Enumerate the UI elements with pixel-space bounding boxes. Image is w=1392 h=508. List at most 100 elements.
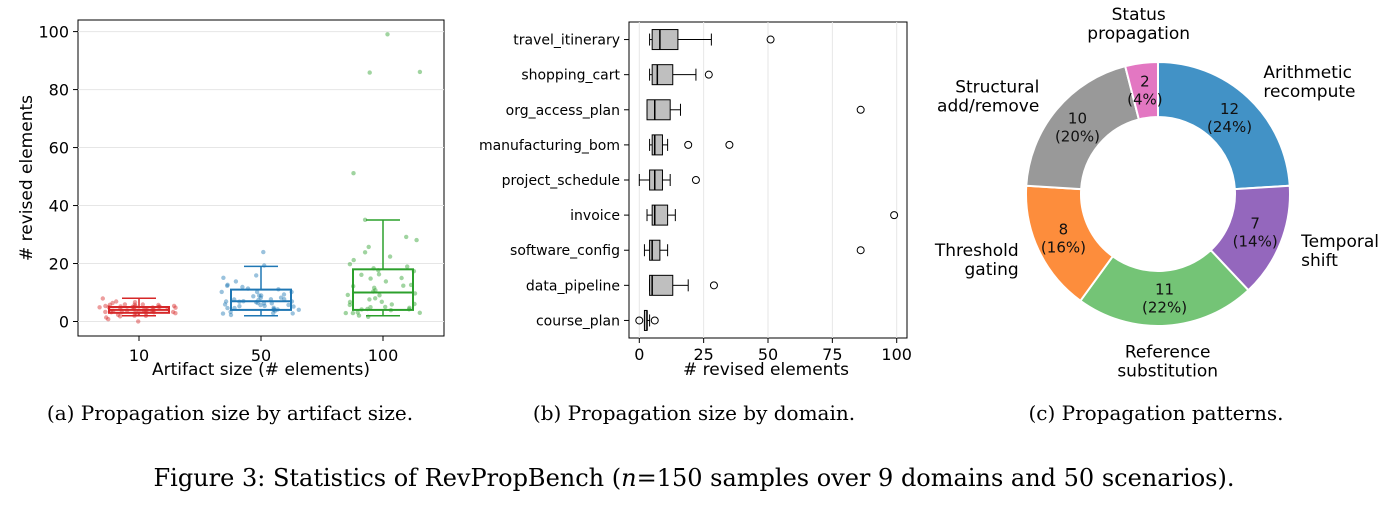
panel-c-slice-value: 2	[1140, 72, 1150, 90]
panel-b-box-manufacturing_bom	[649, 134, 734, 156]
panel-a-x-tick-label: 100	[368, 346, 399, 365]
panel-a-boxes	[108, 219, 414, 317]
panel-b: travel_itinerary shopping_cart org_access_…	[479, 21, 912, 425]
panel-a-point	[237, 304, 242, 309]
panel-c-caption: (c) Propagation patterns.	[1028, 401, 1283, 425]
panel-c-slice-label: recompute	[1263, 82, 1355, 102]
panel-b-box-rect	[651, 64, 674, 86]
panel-a-point	[373, 288, 378, 293]
panel-a-point	[114, 299, 119, 304]
panel-c-slice-label: gating	[964, 260, 1018, 280]
panel-b-outlier	[684, 140, 693, 149]
panel-a-point	[219, 289, 224, 295]
panel-a-x-ticks: 10 50 100	[129, 336, 398, 365]
panel-a-point	[347, 262, 353, 267]
panel-a-y-tick-label: 100	[38, 23, 69, 42]
panel-a-y-tick-label: 0	[59, 313, 69, 332]
panel-c-slice-label: add/remove	[937, 96, 1039, 116]
panel-a-point	[259, 293, 264, 298]
panel-a-point	[405, 264, 410, 269]
panel-c-slice-percent: (4%)	[1127, 90, 1163, 108]
panel-b-box-rect	[646, 99, 671, 121]
figure-caption-mid: domains and	[893, 464, 1063, 492]
panel-a-point	[228, 312, 234, 318]
panel-a-point	[347, 299, 353, 305]
panel-a-point	[417, 69, 423, 75]
panel-b-y-tick-label: shopping_cart	[521, 68, 620, 84]
panel-c-slice-label: Arithmetic	[1263, 63, 1352, 83]
panel-a-point	[278, 295, 284, 300]
panel-b-x-ticks: 0 25 50 75 100	[634, 338, 912, 364]
panel-b-caption: (b) Propagation size by domain.	[533, 401, 855, 425]
panel-a-point	[356, 313, 362, 318]
panel-a-point	[271, 310, 276, 316]
figure-caption-n: n	[621, 464, 636, 492]
figure-caption-fifty: 50	[1064, 464, 1095, 492]
panel-c-slice-percent: (14%)	[1233, 232, 1278, 250]
panel-c-slice-label: substitution	[1117, 362, 1218, 382]
panel-c-slice-label: Status	[1112, 5, 1166, 25]
panel-b-outlier	[635, 316, 644, 325]
panel-a-point	[387, 254, 393, 259]
panel-a-point	[286, 302, 291, 308]
panel-a-point	[97, 305, 102, 310]
panel-a-point	[366, 244, 371, 250]
panel-b-grid	[638, 22, 898, 338]
panel-a-point	[258, 302, 263, 308]
panel-a-point	[240, 284, 245, 290]
panel-a-point	[367, 70, 372, 75]
panel-b-box-data_pipeline	[649, 274, 718, 296]
panel-a-point	[351, 257, 356, 263]
panel-a-point	[173, 305, 178, 310]
panel-b-box-rect	[651, 204, 669, 226]
panel-c-slice-status-propagation	[1123, 60, 1159, 121]
panel-a-y-tick-label: 40	[49, 197, 69, 216]
panel-a-point	[225, 305, 230, 311]
panel-a-point	[271, 305, 276, 310]
panel-a-point	[385, 32, 390, 37]
panel-b-outlier	[650, 316, 659, 325]
panel-c-slice-value: 11	[1155, 280, 1174, 298]
panel-a-point	[251, 294, 256, 299]
panel-c-slice-value: 7	[1250, 214, 1260, 232]
panel-a-x-tick-label: 10	[129, 346, 149, 365]
panel-a-y-tick-label: 80	[49, 81, 69, 100]
panel-b-outlier	[709, 281, 718, 290]
panel-b-box-invoice	[646, 204, 899, 226]
panel-c-slices	[1025, 60, 1291, 327]
panel-a-y-tick-label: 60	[49, 139, 69, 158]
panel-a-point	[414, 237, 419, 243]
panel-a-point	[257, 293, 262, 298]
panel-a-point	[254, 289, 260, 295]
panel-b-y-tick-label: software_config	[510, 243, 620, 259]
panel-b-y-tick-label: course_plan	[536, 313, 620, 329]
panel-a-x-tick-label: 50	[251, 346, 271, 365]
panel-a-box-rect	[352, 268, 414, 311]
panel-b-y-tick-label: travel_itinerary	[513, 33, 620, 49]
panel-a-point	[225, 283, 230, 288]
panel-a-point	[351, 171, 356, 176]
panel-a-point	[122, 302, 128, 307]
panel-a-point	[355, 310, 360, 315]
figure-caption-prefix: Figure 3: Statistics of RevPropBench (	[154, 464, 622, 492]
panel-a-point	[173, 311, 178, 316]
panel-a-point	[383, 304, 388, 310]
panel-a-point	[362, 250, 368, 255]
panel-b-y-ticks: travel_itinerary shopping_cart org_access_…	[479, 33, 629, 329]
panel-a-point	[110, 300, 115, 306]
panel-a-point	[170, 309, 176, 315]
panel-a-y-label: # revised elements	[17, 95, 37, 261]
panel-a-point	[350, 310, 356, 316]
panel-c-slice-value: 8	[1059, 220, 1069, 238]
panel-b-y-tick-label: org_access_plan	[506, 103, 620, 119]
panel-a-point	[225, 282, 230, 287]
panel-a: 0 20 40 60 80 100 10 50 100 Artifact size (# el…	[17, 19, 445, 425]
panel-c-slice-value: 12	[1220, 100, 1239, 118]
panel-a-x-label: Artifact size (# elements)	[152, 360, 370, 380]
panel-b-outlier	[704, 70, 713, 79]
panel-a-point	[377, 293, 382, 298]
panel-b-box-software_config	[643, 239, 865, 261]
panel-c-slice-label: shift	[1301, 251, 1338, 271]
